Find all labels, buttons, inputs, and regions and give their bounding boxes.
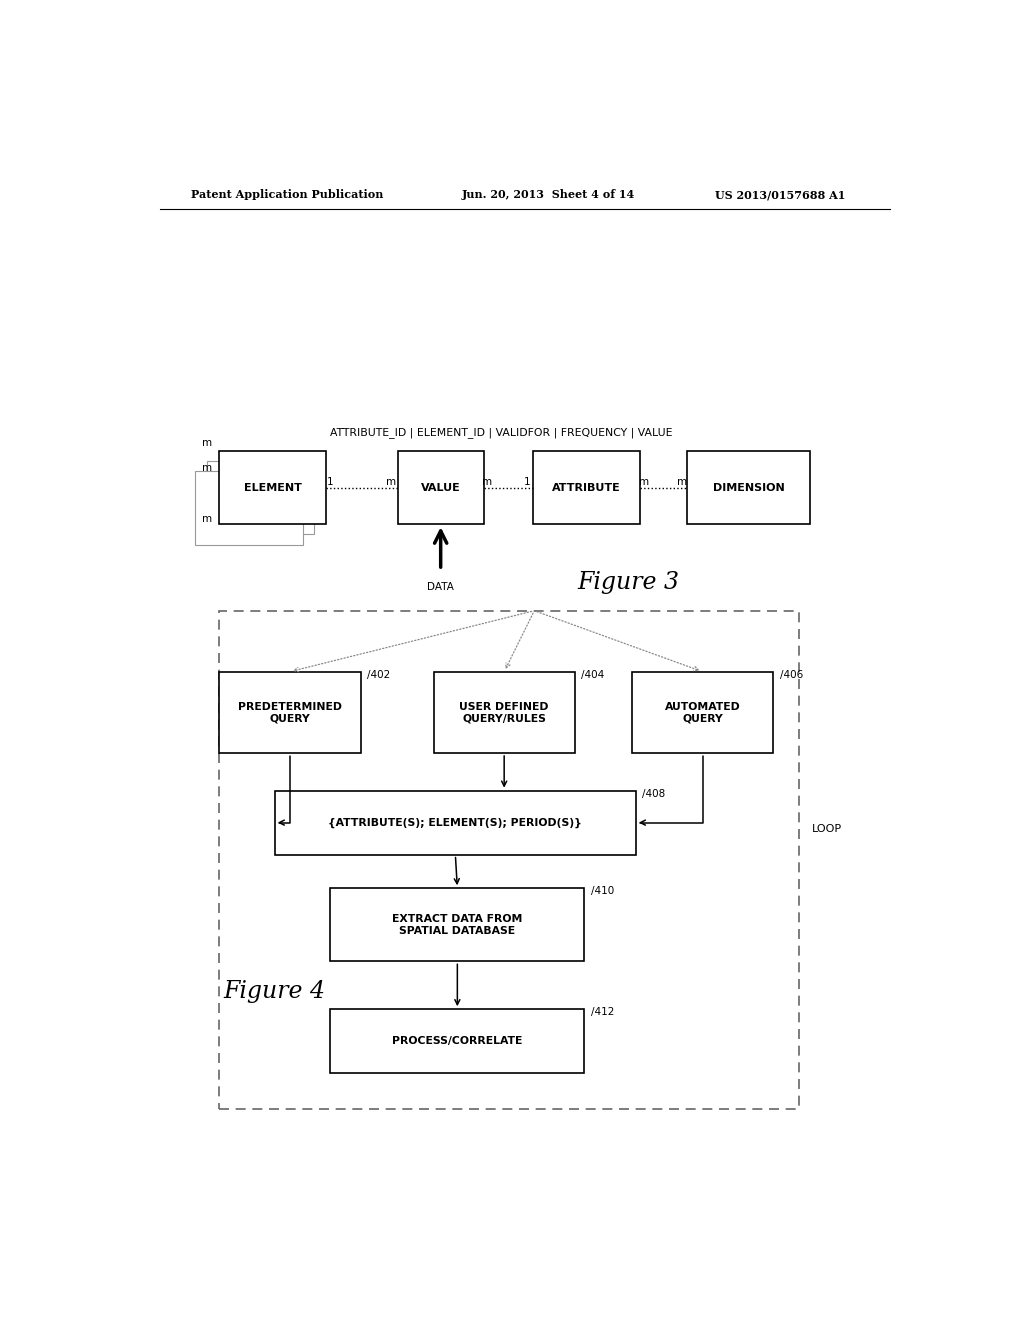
- Text: /402: /402: [367, 669, 390, 680]
- Text: m: m: [481, 477, 492, 487]
- Text: m: m: [677, 477, 687, 487]
- Text: m: m: [203, 515, 212, 524]
- Text: US 2013/0157688 A1: US 2013/0157688 A1: [715, 190, 846, 201]
- Text: /410: /410: [591, 886, 614, 896]
- Text: /404: /404: [582, 669, 604, 680]
- Bar: [219, 672, 360, 752]
- Text: 1: 1: [524, 477, 530, 487]
- Text: /406: /406: [779, 669, 803, 680]
- Bar: [196, 471, 303, 545]
- Text: {ATTRIBUTE(S); ELEMENT(S); PERIOD(S)}: {ATTRIBUTE(S); ELEMENT(S); PERIOD(S)}: [329, 817, 583, 828]
- Bar: [632, 672, 773, 752]
- Text: ELEMENT: ELEMENT: [244, 483, 302, 492]
- Text: VALUE: VALUE: [421, 483, 461, 492]
- Bar: [219, 611, 799, 1109]
- Bar: [219, 451, 327, 524]
- Text: ATTRIBUTE: ATTRIBUTE: [552, 483, 621, 492]
- Text: Patent Application Publication: Patent Application Publication: [191, 190, 384, 201]
- Text: m: m: [203, 438, 212, 447]
- Bar: [274, 791, 636, 854]
- Text: Figure 4: Figure 4: [224, 981, 326, 1003]
- Text: 1: 1: [327, 477, 334, 487]
- Text: ATTRIBUTE_ID | ELEMENT_ID | VALIDFOR | FREQUENCY | VALUE: ATTRIBUTE_ID | ELEMENT_ID | VALIDFOR | F…: [330, 428, 672, 438]
- Text: EXTRACT DATA FROM
SPATIAL DATABASE: EXTRACT DATA FROM SPATIAL DATABASE: [392, 913, 522, 936]
- Text: LOOP: LOOP: [812, 824, 842, 834]
- Text: m: m: [203, 463, 212, 474]
- Text: /408: /408: [642, 788, 666, 799]
- Text: DIMENSION: DIMENSION: [713, 483, 784, 492]
- Text: Figure 3: Figure 3: [577, 570, 679, 594]
- Bar: [207, 461, 314, 535]
- Text: AUTOMATED
QUERY: AUTOMATED QUERY: [665, 701, 740, 723]
- Text: USER DEFINED
QUERY/RULES: USER DEFINED QUERY/RULES: [460, 701, 549, 723]
- Bar: [687, 451, 811, 524]
- Text: PROCESS/CORRELATE: PROCESS/CORRELATE: [392, 1036, 522, 1047]
- Bar: [397, 451, 483, 524]
- Bar: [532, 451, 640, 524]
- Text: m: m: [639, 477, 649, 487]
- Text: m: m: [386, 477, 396, 487]
- Bar: [331, 888, 585, 961]
- Bar: [433, 672, 574, 752]
- Text: Jun. 20, 2013  Sheet 4 of 14: Jun. 20, 2013 Sheet 4 of 14: [461, 190, 635, 201]
- Text: /412: /412: [591, 1007, 614, 1018]
- Text: PREDETERMINED
QUERY: PREDETERMINED QUERY: [238, 701, 342, 723]
- Bar: [331, 1008, 585, 1073]
- Text: DATA: DATA: [427, 582, 454, 593]
